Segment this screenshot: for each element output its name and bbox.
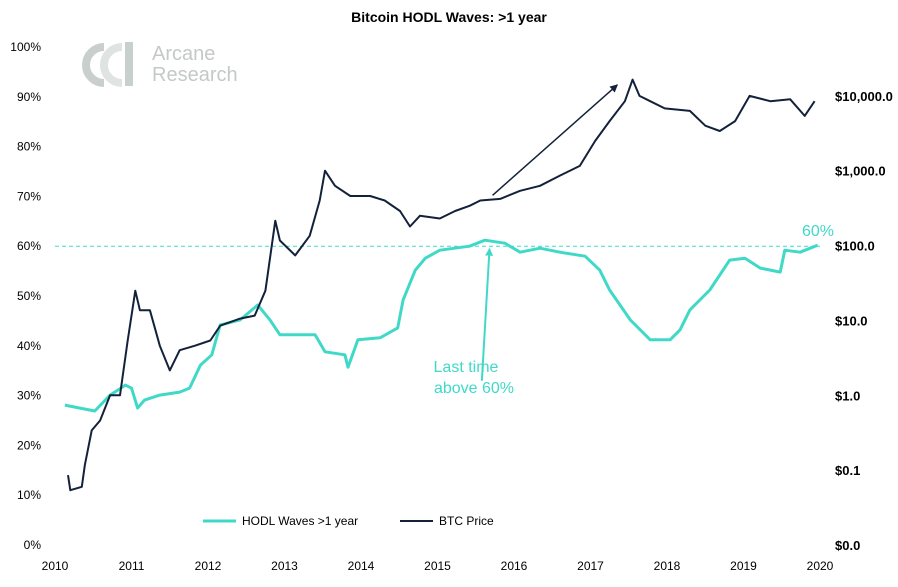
- y-left-tick-label: 60%: [17, 239, 41, 253]
- x-tick-label: 2011: [119, 559, 145, 573]
- y-right-tick-label: $0.1: [835, 463, 860, 478]
- y-left-tick-label: 70%: [17, 189, 41, 203]
- x-tick-label: 2010: [42, 559, 69, 573]
- y-right-tick-label: $100.0: [835, 239, 875, 254]
- y-left-tick-label: 10%: [17, 488, 41, 502]
- annotation-60-label: 60%: [802, 223, 834, 240]
- svg-text:Arcane: Arcane: [152, 43, 215, 65]
- y-right-tick-label: $10.0: [835, 313, 868, 328]
- x-tick-label: 2015: [424, 559, 451, 573]
- x-tick-label: 2012: [195, 559, 222, 573]
- annotation-above-60: above 60%: [434, 380, 514, 397]
- y-left-tick-label: 0%: [24, 538, 42, 552]
- hodl-series-line: [64, 238, 819, 413]
- y-left-tick-label: 20%: [17, 438, 41, 452]
- legend-label-hodl: HODL Waves >1 year: [242, 514, 358, 528]
- annotation-last-time: Last time: [434, 359, 499, 376]
- x-tick-label: 2020: [807, 559, 834, 573]
- x-tick-label: 2014: [348, 559, 375, 573]
- svg-text:Research: Research: [152, 64, 238, 86]
- y-left-tick-label: 80%: [17, 140, 41, 154]
- chart-title: Bitcoin HODL Waves: >1 year: [351, 9, 547, 25]
- y-left-tick-label: 40%: [17, 339, 41, 353]
- legend: HODL Waves >1 year BTC Price: [203, 514, 494, 528]
- y-right-tick-label: $1.0: [835, 388, 860, 403]
- trend-arrow: [492, 84, 619, 196]
- y-right-tick-label: $0.0: [835, 538, 860, 553]
- legend-label-btc: BTC Price: [439, 514, 494, 528]
- y-left-tick-label: 100%: [10, 40, 41, 54]
- last-time-arrow: [480, 247, 494, 381]
- arcane-research-logo: Arcane Research: [82, 42, 238, 87]
- x-tick-label: 2017: [577, 559, 604, 573]
- x-tick-label: 2013: [271, 559, 298, 573]
- y-left-tick-label: 90%: [17, 90, 41, 104]
- x-tick-label: 2018: [654, 559, 681, 573]
- x-tick-label: 2016: [501, 559, 528, 573]
- y-right-tick-label: $1,000.0: [835, 164, 886, 179]
- y-right-tick-label: $10,000.0: [835, 89, 893, 104]
- y-left-tick-label: 30%: [17, 389, 41, 403]
- btc-price-line: [67, 78, 816, 492]
- x-tick-label: 2019: [730, 559, 757, 573]
- y-left-tick-label: 50%: [17, 289, 41, 303]
